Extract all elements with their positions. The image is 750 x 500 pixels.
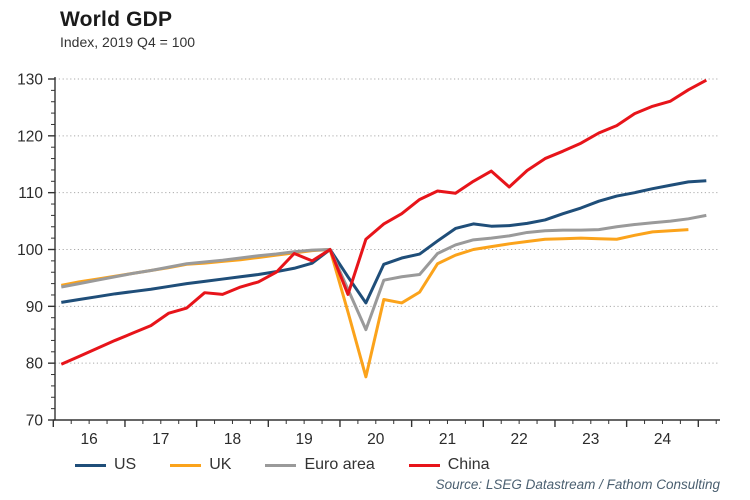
y-tick-label-130: 130: [17, 72, 43, 89]
x-tick-label-24: 24: [654, 431, 672, 448]
legend-item-euro-area: Euro area: [265, 456, 375, 474]
legend-label: China: [447, 456, 490, 473]
series-line-euro-area: [61, 213, 707, 332]
y-tick-label-70: 70: [26, 413, 44, 430]
chart-title: World GDP: [60, 8, 173, 31]
y-tick-label-100: 100: [17, 242, 43, 259]
chart-subtitle: Index, 2019 Q4 = 100: [60, 34, 196, 50]
source-credit: Source: LSEG Datastream / Fathom Consult…: [435, 477, 720, 492]
legend-item-china: China: [408, 456, 490, 474]
y-tick-label-90: 90: [26, 299, 44, 316]
legend-label: UK: [209, 456, 232, 473]
x-tick-label-20: 20: [367, 431, 385, 448]
legend-item-uk: UK: [170, 456, 231, 474]
legend-label: US: [114, 456, 137, 473]
x-tick-label-16: 16: [81, 431, 98, 448]
x-tick-label-18: 18: [224, 431, 241, 448]
series-line-us: [61, 179, 707, 305]
legend-label: Euro area: [304, 456, 375, 473]
x-tick-label-23: 23: [582, 431, 599, 448]
x-tick-label-21: 21: [439, 431, 456, 448]
legend-swatch-icon: [170, 463, 202, 467]
legend-swatch-icon: [408, 463, 440, 467]
series-line-china: [60, 78, 708, 366]
y-tick-label-120: 120: [17, 128, 43, 145]
y-tick-label-110: 110: [18, 185, 43, 202]
legend-swatch-icon: [75, 463, 106, 467]
x-tick-label-19: 19: [296, 431, 313, 448]
chart-legend: US UK Euro area China: [75, 456, 524, 474]
legend-swatch-icon: [265, 463, 297, 467]
x-tick-label-17: 17: [152, 431, 169, 448]
x-tick-label-22: 22: [511, 431, 528, 448]
legend-item-us: US: [75, 456, 136, 474]
y-tick-label-80: 80: [26, 356, 44, 373]
